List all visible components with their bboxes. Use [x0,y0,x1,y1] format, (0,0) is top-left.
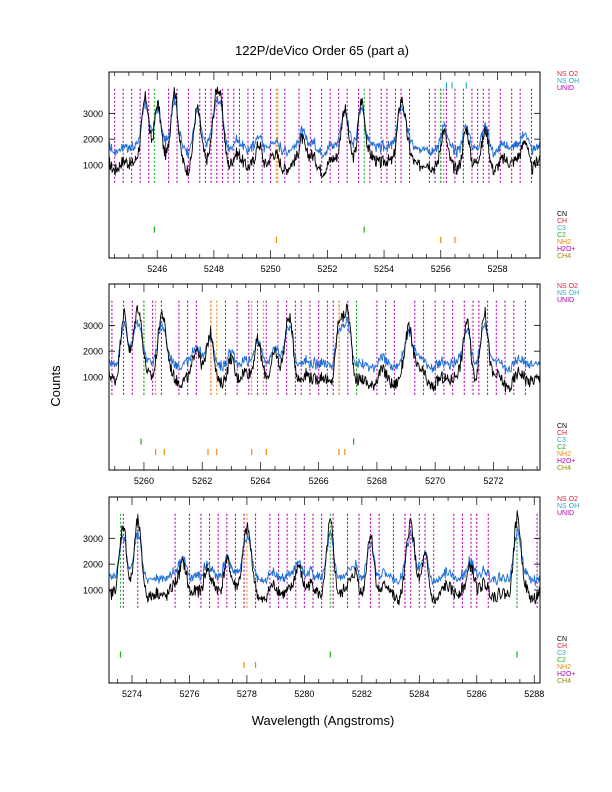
legend-nh2: NH2 [557,451,571,458]
legend-cn: CN [557,211,567,218]
x-tick-label: 5270 [425,476,445,486]
x-tick-label: 5284 [409,689,429,699]
comet-spectrum-line [109,303,540,393]
legend-ch4: CH4 [557,678,571,685]
legend-cn: CN [557,423,567,430]
x-tick-label: 5254 [374,264,394,274]
x-tick-label: 5282 [352,689,372,699]
y-tick-label: 2000 [83,135,103,145]
x-tick-label: 5276 [179,689,199,699]
x-tick-label: 5252 [317,264,337,274]
legend-top-ns_oh: NS OH [557,503,579,510]
x-tick-label: 5274 [122,689,142,699]
legend-c3: C3 [557,225,566,232]
x-tick-label: 5262 [192,476,212,486]
solar-spectrum-line [109,527,540,587]
legend-ch: CH [557,218,567,225]
panel-2: 1000 2000 3000 5260 5262 5264 5266 5268 5270 5272… [83,283,579,486]
legend-nh2: NH2 [557,239,571,246]
x-tick-label: 5272 [483,476,503,486]
x-tick-label: 5268 [367,476,387,486]
legend-ch: CH [557,643,567,650]
x-tick-label: 5266 [309,476,329,486]
legend-h2oplus: H2O+ [557,246,575,253]
x-axis-label: Wavelength (Angstroms) [252,713,395,728]
y-tick-label: 1000 [83,161,103,171]
legend-c2: C2 [557,232,566,239]
y-tick-label: 3000 [83,109,103,119]
legend-top-unid: UNID [557,85,574,92]
legend-ch: CH [557,430,567,437]
y-axis-label: Counts [48,365,63,407]
legend-c2: C2 [557,657,566,664]
comet-spectrum-line [109,86,540,179]
x-tick-label: 5260 [134,476,154,486]
x-tick-label: 5246 [147,264,167,274]
legend-h2oplus: H2O+ [557,458,575,465]
y-tick-label: 3000 [83,321,103,331]
legend-cn: CN [557,636,567,643]
y-tick-label: 3000 [83,534,103,544]
x-tick-label: 5280 [294,689,314,699]
x-tick-label: 5264 [250,476,270,486]
panel-1: 1000 2000 3000 5246 5248 5250 5252 5254 5256 5258… [83,71,579,274]
x-tick-label: 5258 [487,264,507,274]
panels: 1000 2000 3000 5246 5248 5250 5252 5254 5256 5258… [83,71,579,699]
legend-c2: C2 [557,444,566,451]
panel-3: 1000 2000 3000 5274 5276 5278 5280 5282 5284 5286… [83,496,579,699]
legend-top-unid: UNID [557,510,574,517]
y-tick-label: 2000 [83,560,103,570]
y-tick-label: 2000 [83,347,103,357]
legend-ch4: CH4 [557,465,571,472]
legend-top-ns_o2: NS O2 [557,496,578,503]
plot-area [109,510,540,669]
x-tick-label: 5278 [237,689,257,699]
legend-ch4: CH4 [557,253,571,260]
legend-c3: C3 [557,650,566,657]
solar-spectrum-line [109,316,540,374]
plot-area [109,300,540,456]
y-tick-label: 1000 [83,586,103,596]
plot-area [109,82,540,244]
x-tick-label: 5256 [431,264,451,274]
legend-top-ns_o2: NS O2 [557,283,578,290]
solar-spectrum-line [109,95,540,158]
x-tick-label: 5248 [204,264,224,274]
x-tick-label: 5286 [467,689,487,699]
x-tick-label: 5250 [261,264,281,274]
legend-c3: C3 [557,437,566,444]
legend-top-unid: UNID [557,297,574,304]
y-tick-label: 1000 [83,373,103,383]
legend-top-ns_oh: NS OH [557,78,579,85]
legend-nh2: NH2 [557,664,571,671]
figure-title: 122P/deVico Order 65 (part a) [235,43,409,58]
comet-spectrum-line [109,510,540,606]
legend-h2oplus: H2O+ [557,671,575,678]
x-tick-label: 5288 [524,689,544,699]
plot-frame [108,496,541,684]
legend-top-ns_oh: NS OH [557,290,579,297]
legend-top-ns_o2: NS O2 [557,71,578,78]
